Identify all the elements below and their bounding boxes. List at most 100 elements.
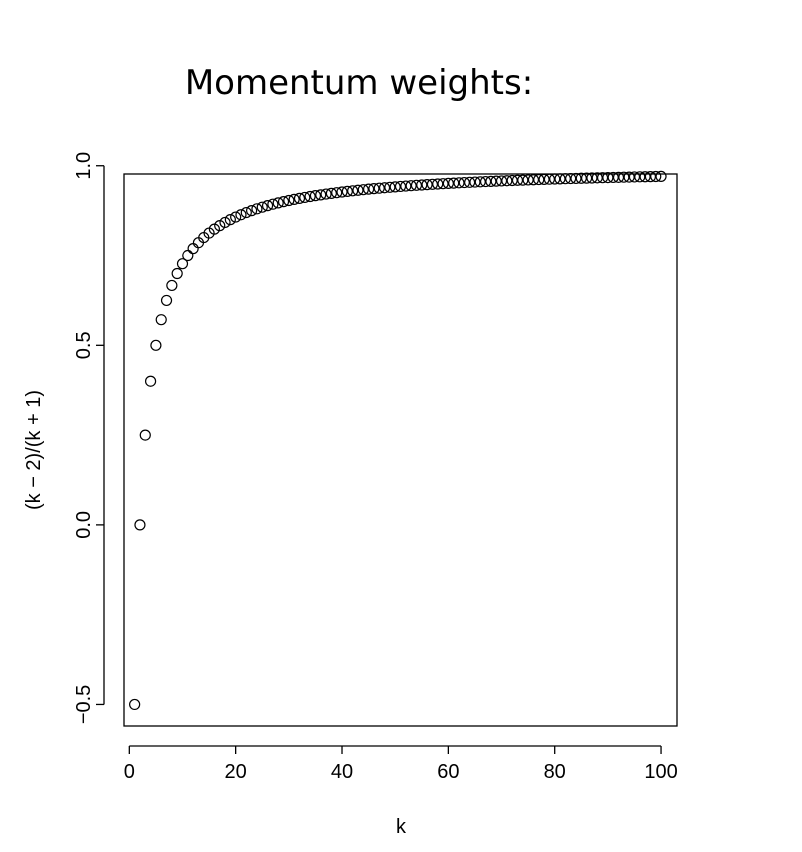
data-point bbox=[474, 176, 486, 188]
data-point bbox=[150, 339, 162, 351]
chart-title: Momentum weights: bbox=[185, 63, 533, 103]
data-point bbox=[139, 429, 151, 441]
data-point bbox=[219, 216, 231, 229]
data-point bbox=[650, 170, 662, 183]
data-point bbox=[511, 174, 524, 186]
data-points bbox=[129, 170, 667, 711]
data-point bbox=[517, 174, 529, 186]
data-point bbox=[437, 178, 449, 190]
data-point bbox=[357, 184, 369, 196]
data-point bbox=[331, 187, 343, 199]
data-point bbox=[607, 171, 619, 184]
data-point bbox=[565, 172, 577, 185]
data-point bbox=[230, 211, 242, 223]
data-point bbox=[251, 203, 263, 215]
data-point bbox=[602, 171, 614, 184]
data-point bbox=[144, 375, 157, 387]
data-point bbox=[267, 198, 279, 210]
data-point bbox=[315, 189, 327, 201]
data-point bbox=[644, 171, 657, 183]
data-point bbox=[347, 185, 359, 197]
data-point bbox=[304, 190, 316, 203]
x-tick-label: 40 bbox=[331, 761, 353, 783]
data-point bbox=[389, 181, 401, 193]
data-point bbox=[277, 196, 290, 208]
data-point bbox=[384, 181, 396, 193]
data-point bbox=[182, 249, 194, 262]
data-point bbox=[160, 294, 173, 307]
data-point bbox=[533, 173, 545, 186]
data-point bbox=[134, 519, 146, 531]
data-point bbox=[586, 172, 598, 184]
data-point bbox=[522, 174, 534, 186]
data-point bbox=[400, 180, 412, 192]
x-tick-label: 20 bbox=[225, 761, 247, 783]
data-point bbox=[410, 179, 423, 191]
data-point bbox=[554, 173, 566, 185]
data-point bbox=[256, 201, 268, 213]
data-point bbox=[325, 187, 337, 199]
data-point bbox=[639, 171, 651, 183]
data-point bbox=[352, 184, 364, 196]
x-tick-label: 80 bbox=[544, 761, 566, 783]
data-point bbox=[166, 279, 178, 292]
data-point bbox=[575, 172, 587, 184]
data-point bbox=[527, 174, 540, 186]
data-point bbox=[432, 178, 444, 190]
data-point bbox=[246, 205, 258, 217]
x-axis-label: k bbox=[396, 816, 407, 838]
plot-frame bbox=[123, 173, 678, 727]
data-point bbox=[373, 182, 385, 194]
data-point bbox=[570, 172, 582, 185]
data-point bbox=[309, 190, 322, 202]
data-point bbox=[405, 180, 417, 192]
data-point bbox=[155, 314, 167, 326]
data-point bbox=[235, 209, 247, 221]
data-point bbox=[549, 173, 561, 185]
data-point bbox=[416, 179, 428, 191]
data-point bbox=[628, 171, 641, 183]
y-tick-label: −0.5 bbox=[73, 685, 95, 724]
data-point bbox=[368, 183, 380, 195]
data-point bbox=[469, 176, 481, 188]
data-point bbox=[421, 179, 433, 191]
x-axis: 0 20 40 60 80 100 bbox=[124, 745, 678, 783]
data-point bbox=[442, 177, 454, 190]
data-point bbox=[293, 192, 306, 204]
data-point bbox=[596, 172, 609, 184]
data-point bbox=[261, 200, 274, 212]
data-point bbox=[320, 188, 332, 200]
data-point bbox=[187, 243, 199, 255]
data-point bbox=[618, 171, 630, 183]
y-tick-label: 0.0 bbox=[73, 511, 95, 539]
data-point bbox=[171, 267, 183, 280]
data-point bbox=[362, 183, 375, 195]
data-point bbox=[612, 171, 625, 183]
data-point bbox=[214, 220, 226, 232]
data-point bbox=[448, 177, 460, 189]
y-tick-label: 0.5 bbox=[73, 331, 95, 359]
data-point bbox=[490, 175, 502, 187]
data-point bbox=[623, 171, 635, 183]
data-point bbox=[495, 175, 508, 187]
y-axis-label: (k − 2)/(k + 1) bbox=[23, 390, 45, 510]
x-tick-label: 60 bbox=[437, 761, 459, 783]
data-point bbox=[506, 174, 518, 187]
data-point bbox=[240, 206, 252, 219]
data-point bbox=[559, 173, 571, 185]
data-point bbox=[341, 185, 353, 197]
x-tick-label: 0 bbox=[124, 761, 135, 783]
data-point bbox=[655, 170, 667, 183]
data-point bbox=[426, 178, 439, 190]
data-point bbox=[394, 180, 407, 193]
data-point bbox=[288, 193, 300, 205]
y-tick-label: 1.0 bbox=[73, 152, 95, 180]
y-axis: −0.5 0.0 0.5 1.0 bbox=[73, 152, 105, 724]
data-point bbox=[591, 172, 603, 184]
x-tick-label: 100 bbox=[644, 761, 677, 783]
data-point bbox=[479, 175, 492, 188]
data-point bbox=[464, 176, 476, 188]
data-point bbox=[299, 191, 311, 204]
data-point bbox=[501, 175, 513, 187]
